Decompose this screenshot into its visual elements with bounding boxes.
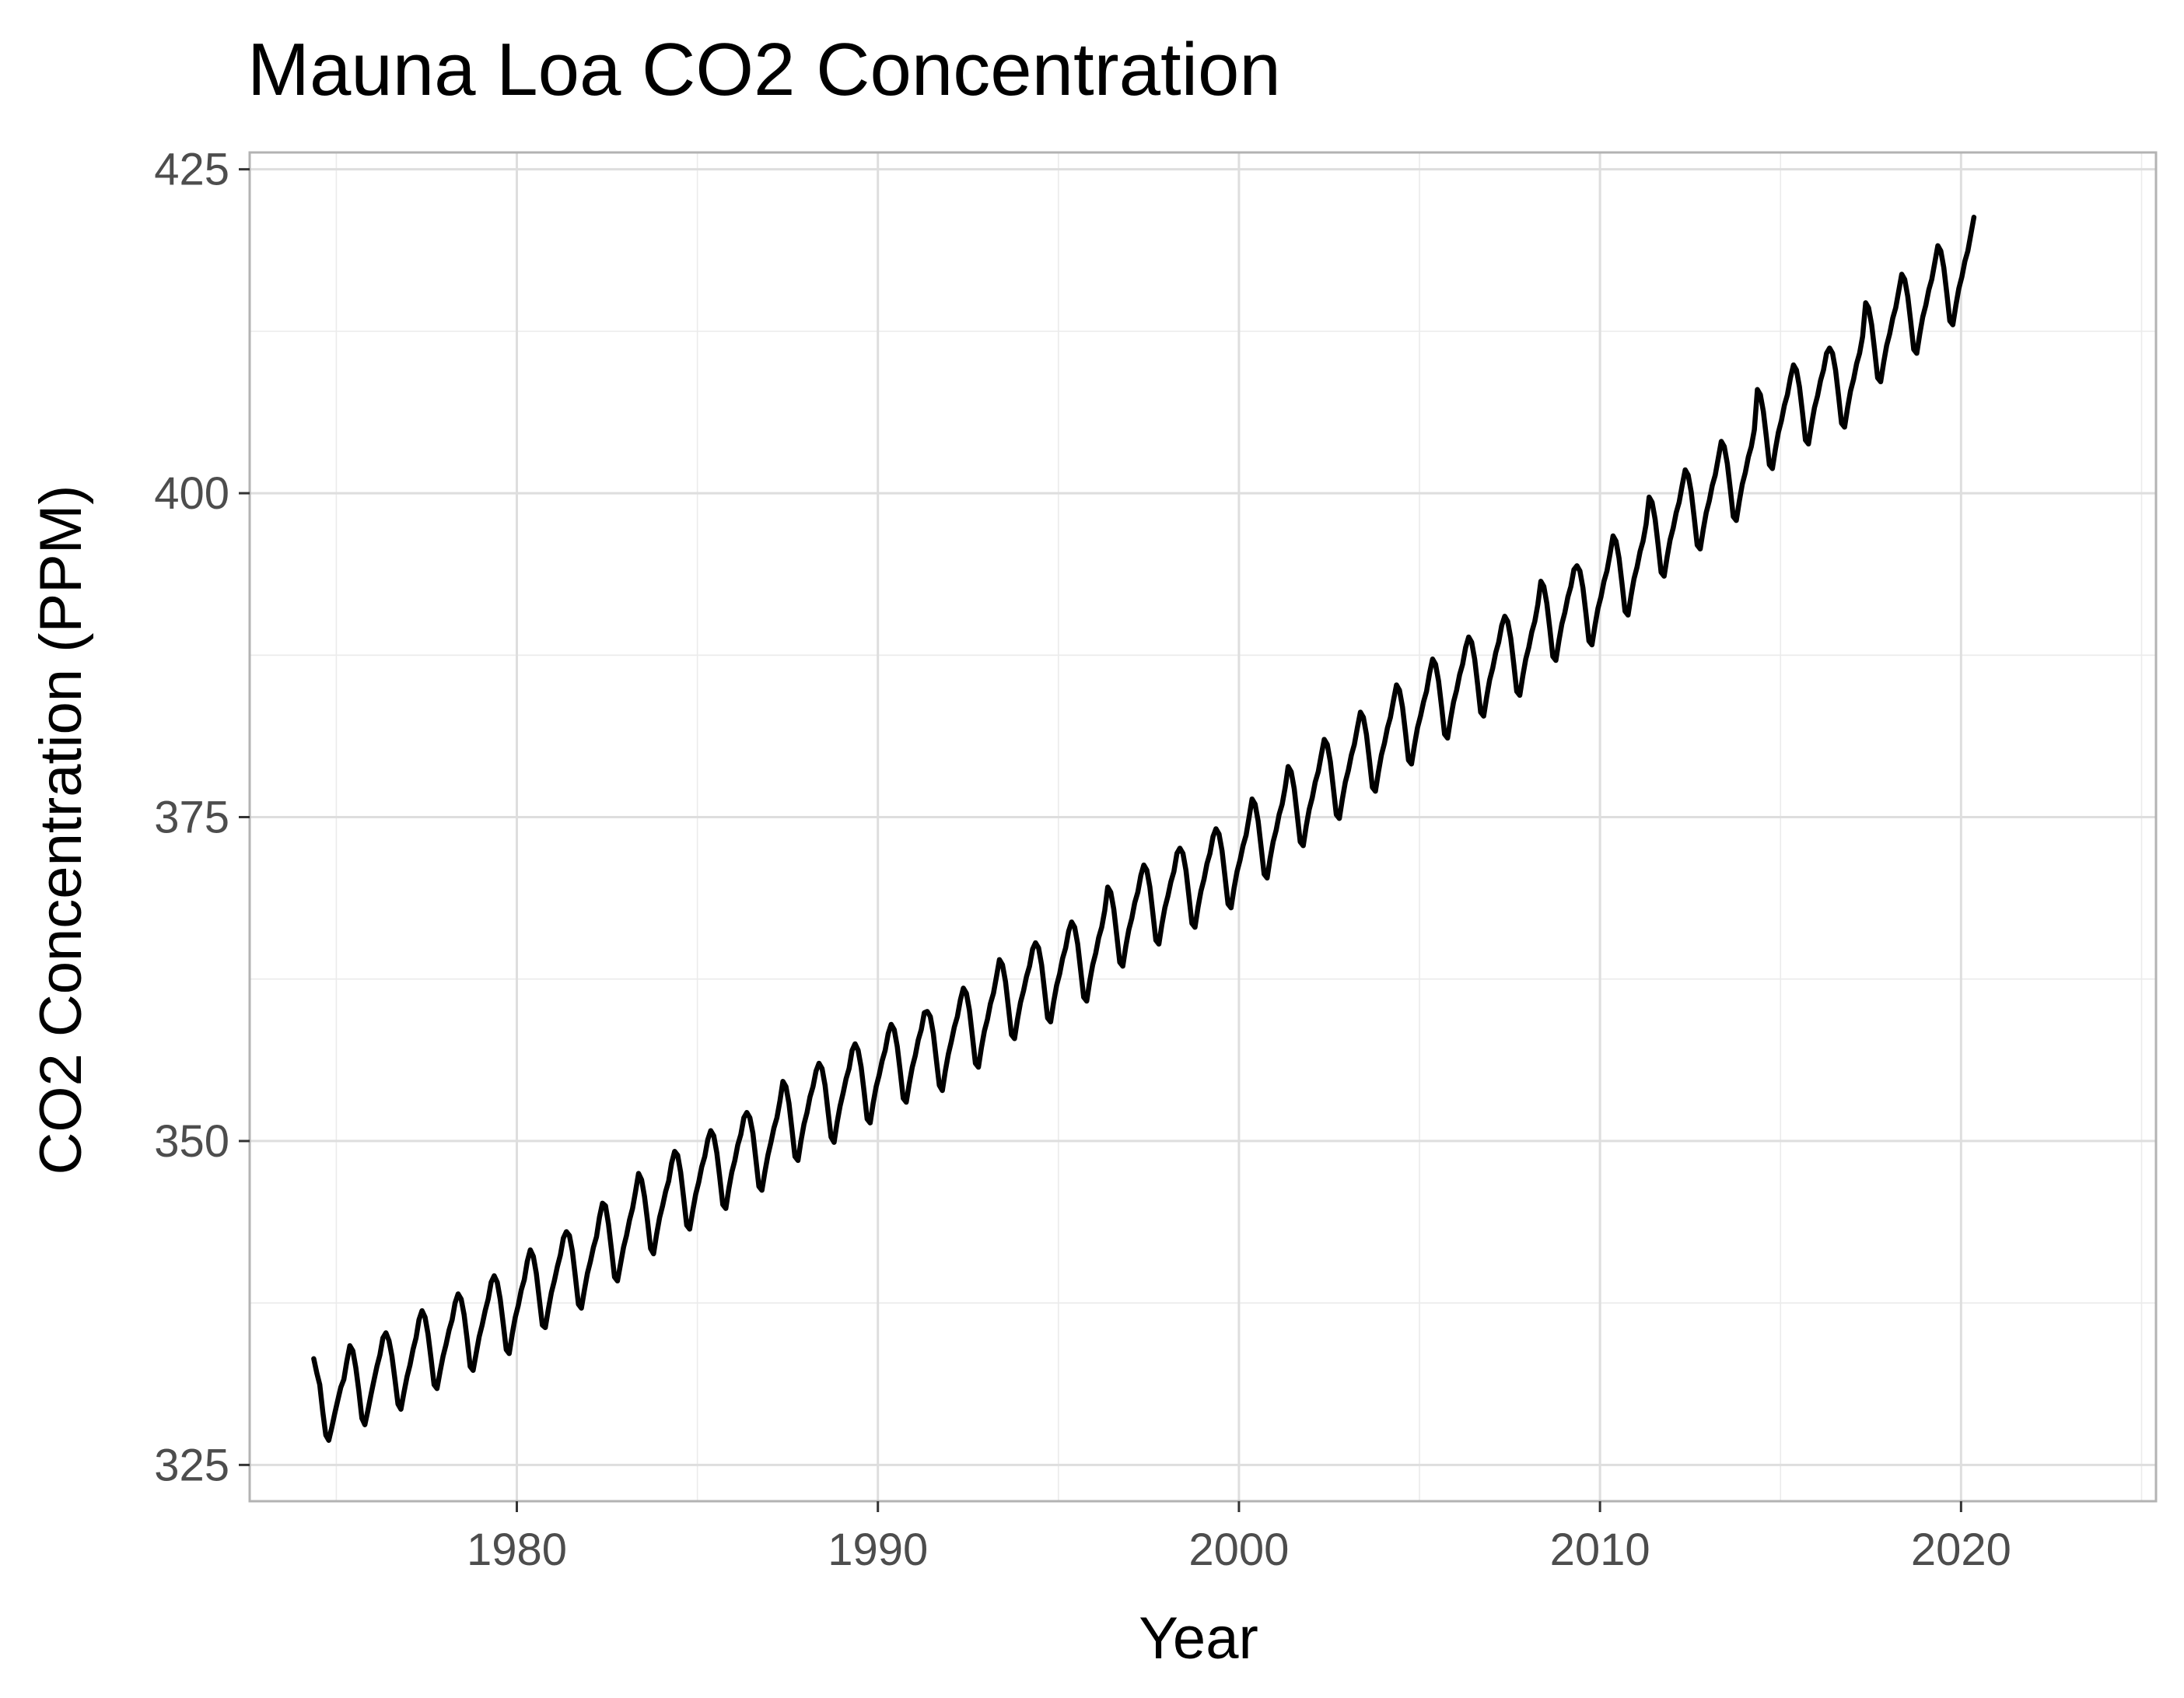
- chart-title: Mauna Loa CO2 Concentration: [247, 28, 1281, 111]
- x-tick-label: 2020: [1911, 1525, 2011, 1575]
- y-tick-label: 350: [154, 1116, 229, 1167]
- y-tick-label: 325: [154, 1440, 229, 1490]
- y-axis-title: CO2 Concentration (PPM): [28, 485, 94, 1175]
- plot-area: 1980 1990 2000 2010 2020 325 350 375 400 425: [154, 145, 2158, 1575]
- x-tick-label: 1980: [467, 1525, 567, 1575]
- y-tick-label: 425: [154, 145, 229, 195]
- plot-panel-border: [248, 151, 2158, 1503]
- co2-series-line: [311, 215, 1977, 1443]
- y-tick-label: 400: [154, 468, 229, 519]
- y-tick-label: 375: [154, 793, 229, 843]
- x-tick-label: 1990: [828, 1525, 928, 1575]
- x-tick-label: 2000: [1188, 1525, 1289, 1575]
- x-axis-title: Year: [1139, 1605, 1258, 1672]
- x-tick-label: 2010: [1550, 1525, 1650, 1575]
